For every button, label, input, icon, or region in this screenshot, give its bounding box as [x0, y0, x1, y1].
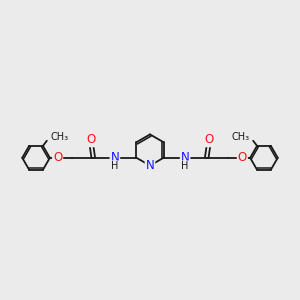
Text: N: N [110, 151, 119, 164]
Text: N: N [146, 159, 154, 172]
Text: CH₃: CH₃ [51, 132, 69, 142]
Text: CH₃: CH₃ [231, 132, 249, 142]
Text: O: O [238, 151, 247, 164]
Text: O: O [204, 133, 213, 146]
Text: O: O [53, 151, 62, 164]
Text: H: H [111, 161, 118, 171]
Text: O: O [87, 133, 96, 146]
Text: H: H [182, 161, 189, 171]
Text: N: N [181, 151, 190, 164]
